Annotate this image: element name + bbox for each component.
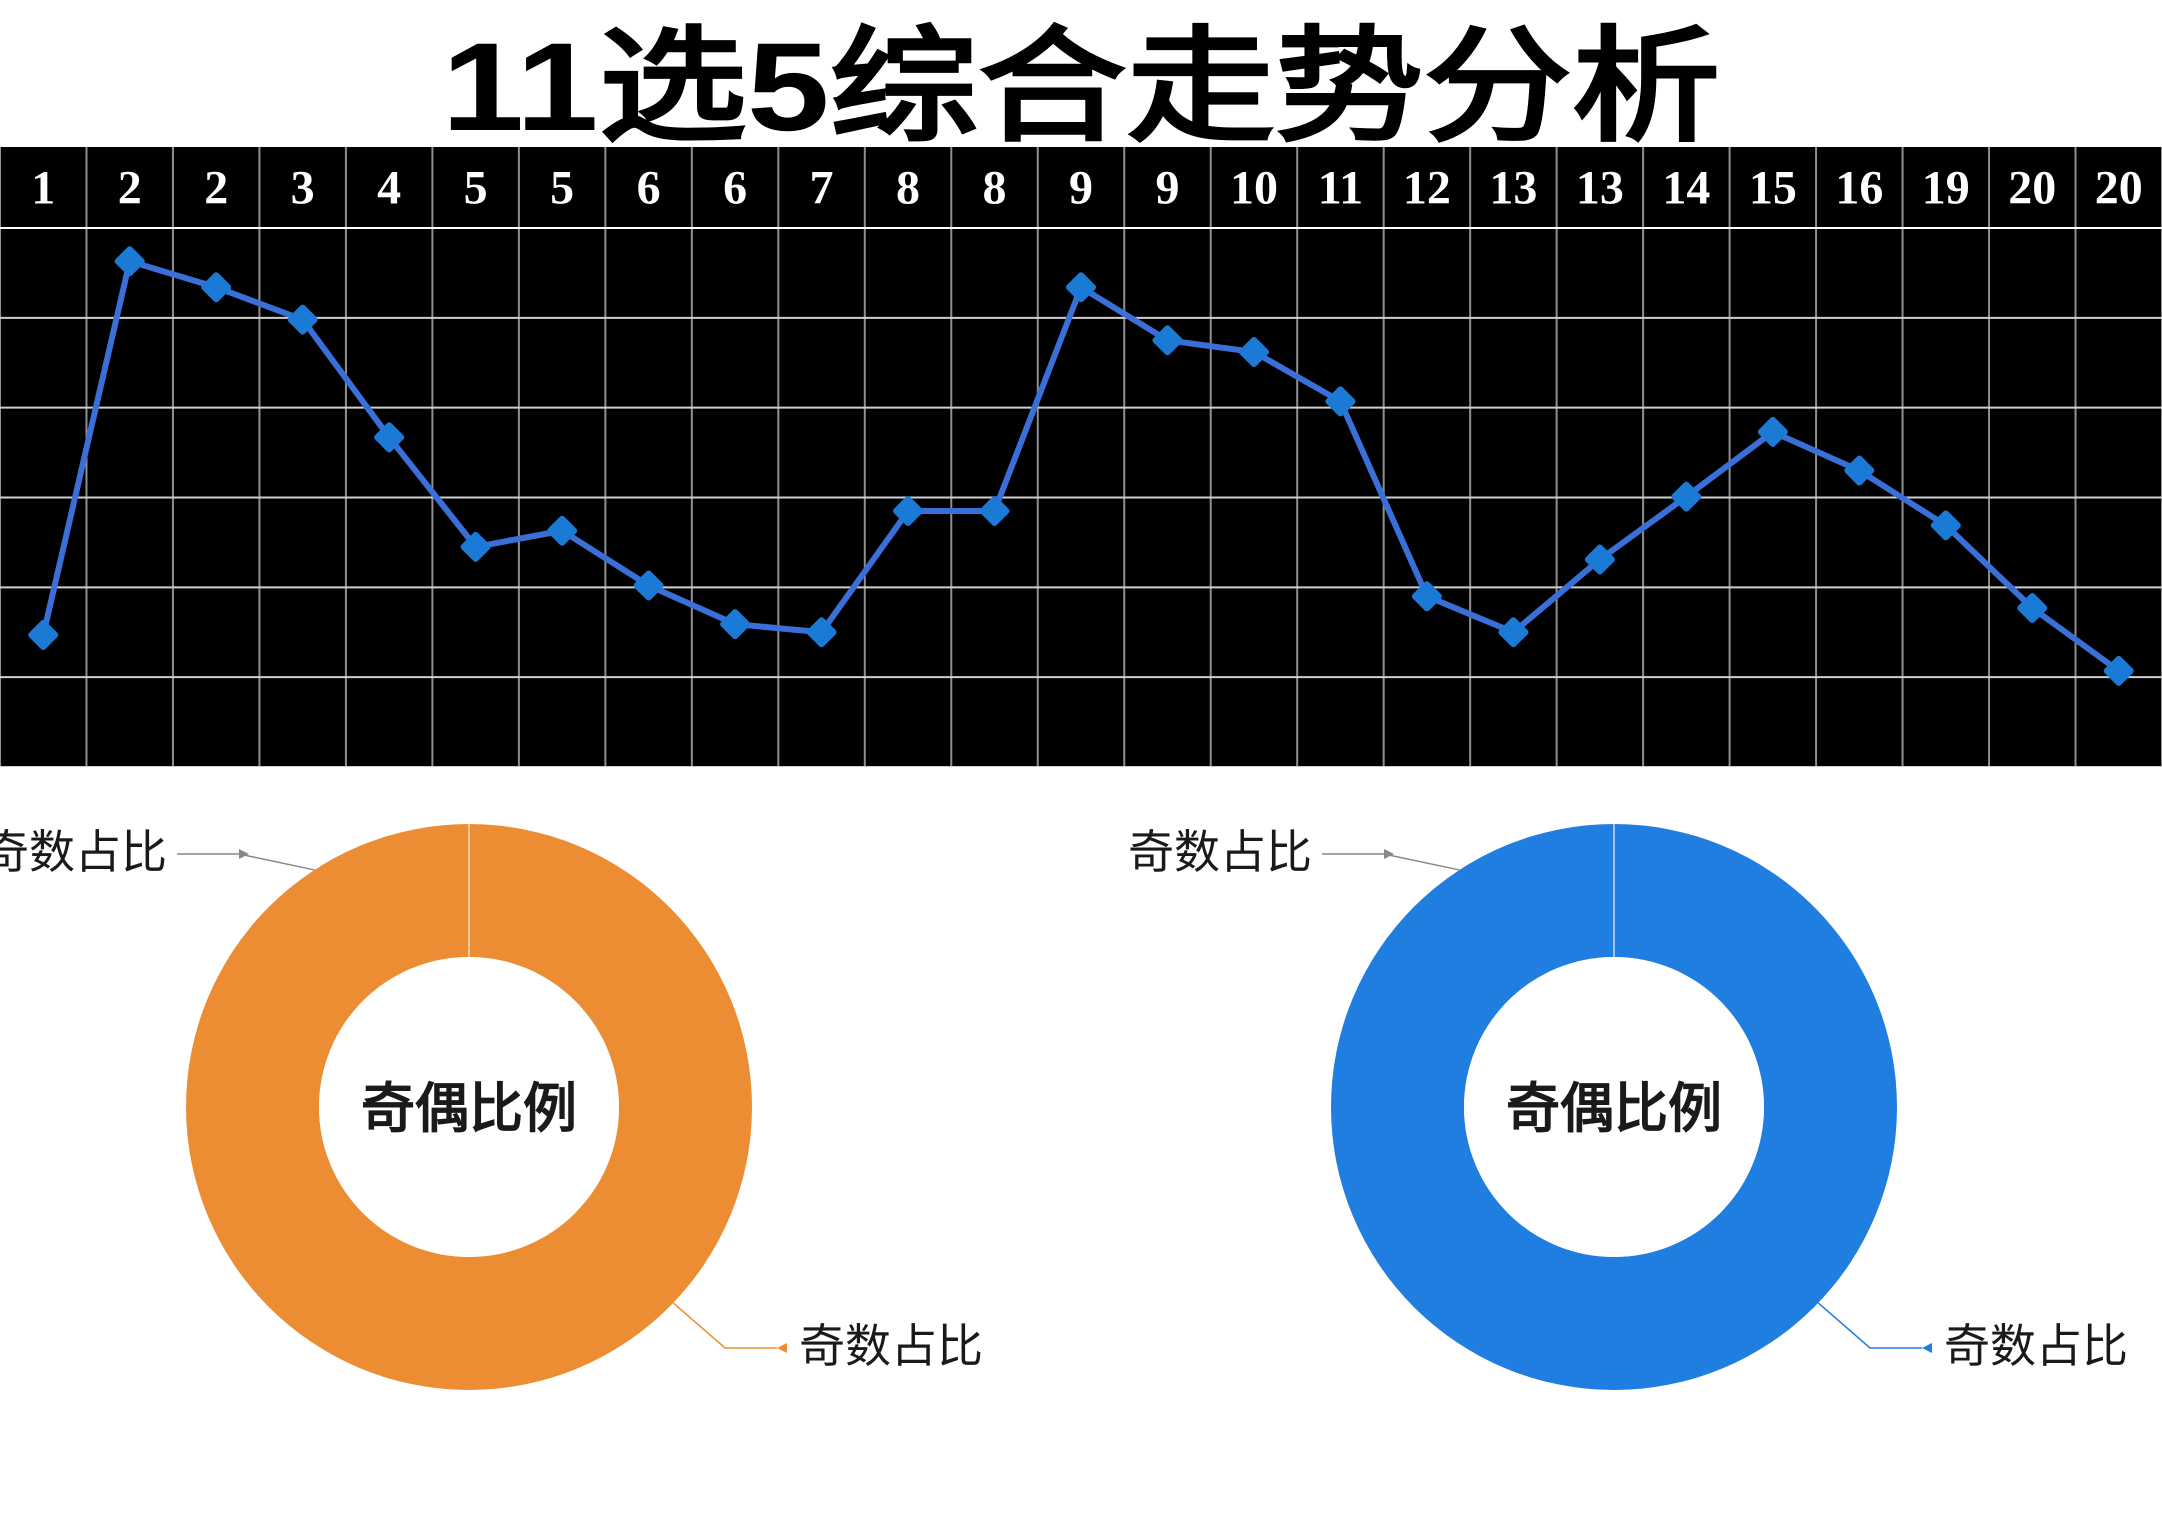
svg-text:9: 9 [1155, 162, 1179, 215]
svg-text:8: 8 [896, 162, 920, 215]
svg-text:20: 20 [2008, 162, 2056, 215]
svg-text:3: 3 [291, 162, 315, 215]
svg-text:5: 5 [464, 162, 488, 215]
svg-text:奇偶比例: 奇偶比例 [1506, 1079, 1722, 1139]
svg-text:6: 6 [637, 162, 661, 215]
svg-text:2: 2 [118, 162, 142, 215]
svg-text:15: 15 [1749, 162, 1797, 215]
svg-text:奇数占比: 奇数占比 [0, 826, 167, 878]
svg-text:5: 5 [550, 162, 574, 215]
svg-text:13: 13 [1576, 162, 1624, 215]
svg-text:11: 11 [1318, 162, 1363, 215]
svg-text:20: 20 [2095, 162, 2143, 215]
svg-text:2: 2 [204, 162, 228, 215]
svg-text:13: 13 [1489, 162, 1537, 215]
svg-text:14: 14 [1662, 162, 1710, 215]
svg-text:1: 1 [31, 162, 55, 215]
svg-text:4: 4 [377, 162, 401, 215]
svg-text:19: 19 [1922, 162, 1970, 215]
svg-text:6: 6 [723, 162, 747, 215]
svg-text:10: 10 [1230, 162, 1278, 215]
svg-text:8: 8 [983, 162, 1007, 215]
svg-text:奇数占比: 奇数占比 [799, 1320, 983, 1372]
svg-text:奇偶比例: 奇偶比例 [361, 1079, 577, 1139]
svg-text:12: 12 [1403, 162, 1451, 215]
svg-text:奇数占比: 奇数占比 [1944, 1320, 2128, 1372]
svg-text:7: 7 [810, 162, 834, 215]
svg-text:奇数占比: 奇数占比 [1128, 826, 1312, 878]
svg-text:16: 16 [1835, 162, 1883, 215]
svg-text:9: 9 [1069, 162, 1093, 215]
